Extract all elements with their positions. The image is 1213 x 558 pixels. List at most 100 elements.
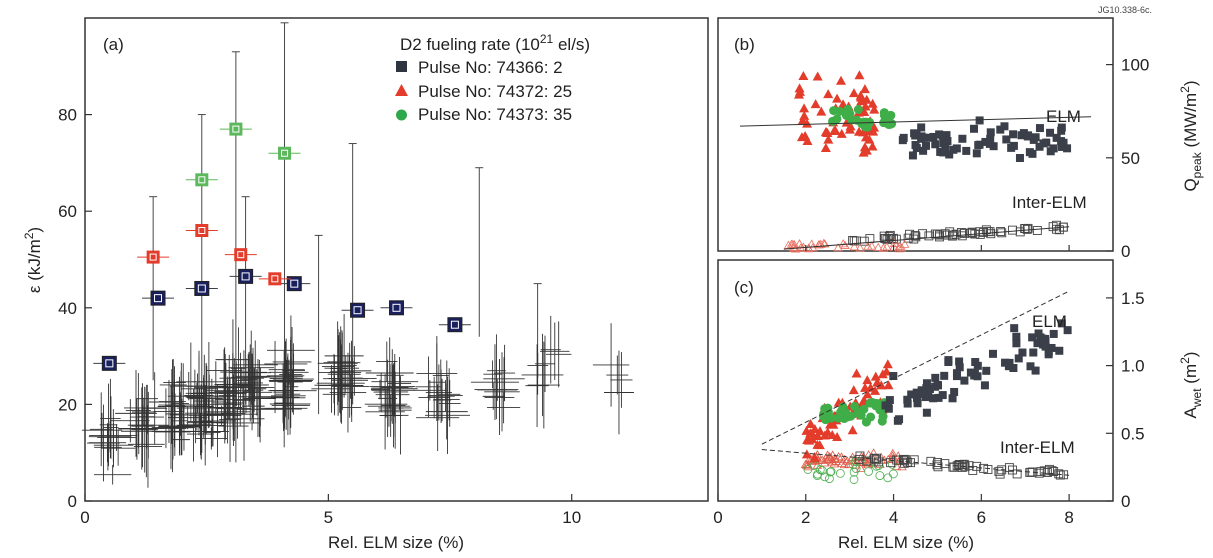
elm-triangle [820,143,831,153]
elm-triangle [862,375,873,385]
elm-square [908,151,917,160]
elm-square [921,141,930,150]
elm-triangle [825,419,836,429]
x-tick-label: 6 [977,508,986,527]
elm-square [1034,329,1043,338]
elm-triangle [801,425,812,435]
elm-square [929,394,938,403]
legend-marker-circle [396,109,407,121]
inter-elm-square [924,231,934,241]
elm-triangle [855,92,866,102]
elm-circle [853,105,863,115]
elm-triangle [859,84,870,94]
inter-elm-square [871,455,881,465]
elm-triangle [872,377,883,387]
legend-label-74372: Pulse No: 74372: 25 [418,82,572,101]
elm-square [948,394,957,403]
panel-c-xlabel: Rel. ELM size (%) [838,533,974,552]
elm-square [949,145,958,154]
inter-elm-triangle [896,243,907,252]
data-point-74373 [278,146,292,160]
panel-c-ylabel: Awet (m2) [1178,352,1204,419]
elm-square [912,144,921,153]
inter-elm-square [1052,220,1061,230]
elm-triangle [847,425,858,435]
inter-elm-triangle [812,460,823,469]
elm-circle [866,412,876,422]
panel-a-xlabel: Rel. ELM size (%) [328,533,464,552]
elm-square [885,396,894,405]
elm-square [931,373,940,382]
inter-elm-circle [826,466,836,476]
inter-elm-square [940,229,950,239]
panel-c-label: (c) [734,278,754,297]
inter-elm-triangle [833,243,843,252]
elm-square [931,140,940,149]
elm-square [912,393,921,402]
inter-elm-square [1032,226,1042,235]
elm-square [1012,339,1021,348]
legend-marker-triangle [395,84,408,96]
inter-elm-square [894,455,903,465]
elm-square [1057,126,1066,135]
elm-square [899,133,908,142]
inter-elm-circle [883,473,893,483]
panel-b-label: (b) [734,35,755,54]
elm-triangle [809,423,820,433]
elm-triangle [814,440,825,450]
elm-square [1041,337,1050,346]
data-point-inner [392,303,401,312]
elm-trend-line [761,290,1070,445]
elm-triangle [836,75,847,85]
elm-square [940,371,949,380]
elm-square [986,128,995,137]
data-point-inner [105,359,114,368]
elm-triangle [827,429,838,439]
inter-elm-square [886,234,896,244]
elm-triangle [802,136,813,146]
y-tick-label: 0 [68,492,77,511]
x-tick-label: 0 [80,508,89,527]
data-point-inner [154,294,163,303]
elm-square [966,368,975,377]
panel-c-axes: 0 2 4 6 8 0 0.5 1.0 1.5 [713,289,1144,527]
figure-id: JG10.338-6c. [1098,5,1152,15]
data-point-inner [241,272,250,281]
inter-elm-square [967,227,977,237]
x-tick-label: 8 [1064,508,1073,527]
panel-c-data [761,290,1072,484]
elm-circle [846,411,856,421]
inter-elm-trend-line [761,449,1070,476]
elm-square [1058,142,1067,151]
elm-square [972,149,981,158]
inter-elm-circle [825,474,834,483]
panel-c-elm-label: ELM [1032,312,1067,331]
elm-triangle [859,142,870,152]
elm-circle [843,110,853,120]
elm-square [925,385,934,394]
x-tick-label: 0 [713,508,722,527]
inter-elm-circle [835,469,845,478]
inter-elm-triangle [889,238,900,247]
elm-triangle [862,389,873,399]
elm-triangle [851,368,862,378]
elm-triangle [812,431,823,441]
elm-triangle [810,99,821,109]
elm-triangle [881,366,892,376]
elm-triangle [883,380,894,390]
inter-elm-square [995,469,1005,479]
inter-elm-triangle [825,452,835,461]
legend-label-74373: Pulse No: 74373: 35 [418,105,572,124]
inter-elm-square [979,227,989,237]
inter-elm-triangle [819,458,830,467]
legend-label-74366: Pulse No: 74366: 2 [418,58,563,77]
inter-elm-triangle [867,241,877,250]
elm-square [1014,354,1023,363]
data-point-inner [198,227,206,235]
elm-triangle [797,115,808,125]
elm-square [939,148,948,157]
inter-elm-triangle [827,450,838,459]
elm-triangle [882,359,893,369]
inter-elm-square [1007,465,1017,475]
